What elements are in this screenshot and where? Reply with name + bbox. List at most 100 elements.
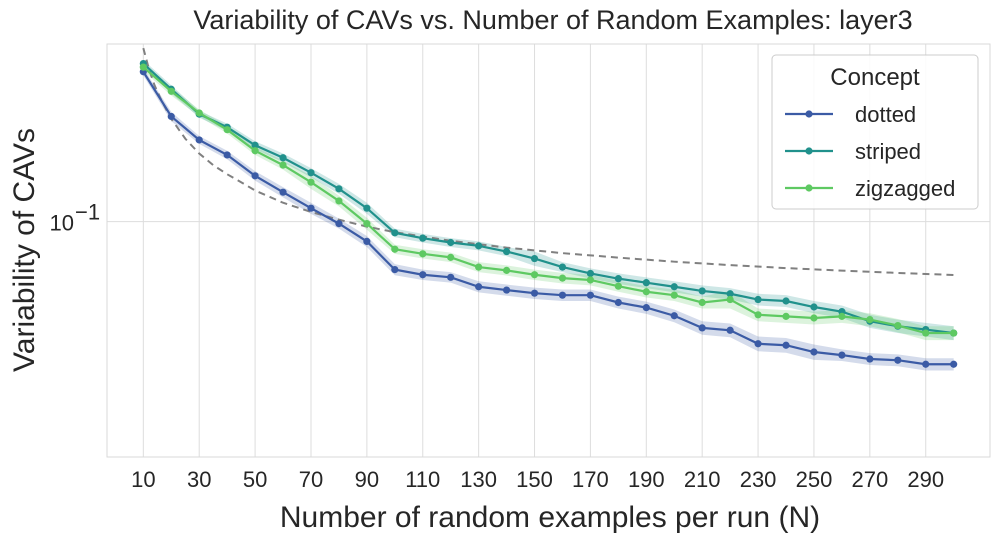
legend-label: dotted [855, 102, 916, 127]
point-zigzagged [139, 63, 147, 71]
point-striped [475, 242, 483, 250]
legend-swatch-marker [805, 147, 813, 155]
point-striped [698, 287, 706, 295]
point-zigzagged [642, 288, 650, 296]
point-striped [530, 254, 539, 263]
point-zigzagged [782, 312, 790, 320]
point-zigzagged [614, 282, 622, 290]
point-zigzagged [866, 316, 874, 324]
x-tick-label: 50 [243, 467, 267, 492]
point-zigzagged [475, 263, 483, 271]
x-tick-label: 10 [131, 467, 155, 492]
point-striped [586, 269, 595, 278]
x-tick-label: 290 [907, 467, 944, 492]
point-zigzagged [251, 147, 259, 155]
point-dotted [810, 348, 818, 356]
x-tick-label: 210 [684, 467, 721, 492]
point-striped [307, 169, 315, 177]
legend-swatch-marker [805, 110, 813, 118]
point-striped [279, 154, 287, 162]
point-dotted [530, 289, 539, 297]
x-tick-label: 150 [516, 467, 553, 492]
point-striped [782, 297, 790, 305]
point-dotted [670, 312, 678, 320]
series-line-striped [142, 62, 954, 335]
point-zigzagged [754, 311, 762, 319]
point-dotted [447, 273, 455, 281]
x-tick-label: 110 [405, 467, 440, 492]
point-striped [502, 247, 511, 256]
x-tick-label: 270 [851, 467, 888, 492]
point-dotted [223, 151, 231, 159]
point-striped [810, 303, 818, 311]
x-tick-labels: 10 30 50 70 90 110 130 150 170 190 210 230 250 270 290 [131, 467, 944, 492]
point-zigzagged [391, 245, 399, 253]
point-zigzagged [586, 276, 595, 284]
point-zigzagged [167, 87, 175, 95]
point-zigzagged [670, 291, 678, 299]
point-zigzagged [810, 314, 818, 322]
y-tick-base: 10 [50, 211, 74, 236]
point-dotted [475, 283, 483, 291]
point-dotted [586, 291, 595, 299]
point-zigzagged [223, 126, 231, 134]
point-zigzagged [307, 178, 315, 186]
point-striped [614, 275, 622, 283]
point-striped [447, 238, 455, 247]
point-zigzagged [335, 197, 343, 205]
point-dotted [726, 326, 734, 334]
point-zigzagged [726, 295, 734, 304]
legend-entries: dotted striped zigzagged [785, 102, 955, 201]
point-dotted [698, 324, 706, 332]
point-zigzagged [950, 329, 958, 337]
x-tick-label: 190 [628, 467, 665, 492]
point-dotted [502, 286, 511, 294]
legend-entry-zigzagged: zigzagged [785, 176, 955, 201]
point-dotted [922, 360, 930, 368]
point-striped [642, 279, 650, 287]
point-striped [335, 185, 343, 193]
point-dotted [782, 341, 790, 349]
point-dotted [838, 351, 846, 359]
y-tick-labels: 10 −1 [50, 200, 101, 236]
point-zigzagged [922, 329, 930, 337]
y-tick-label: 10 −1 [50, 200, 101, 236]
point-dotted [754, 340, 762, 348]
point-striped [670, 283, 678, 291]
point-striped [251, 141, 259, 149]
x-tick-label: 250 [796, 467, 833, 492]
series-line-dotted [142, 71, 954, 366]
point-zigzagged [502, 266, 511, 274]
chart-title: Variability of CAVs vs. Number of Random… [193, 5, 912, 35]
point-dotted [642, 304, 650, 312]
point-striped [391, 229, 399, 237]
point-dotted [391, 266, 399, 274]
plot-frame [106, 43, 991, 458]
point-striped [558, 263, 567, 271]
point-dotted [363, 237, 371, 246]
point-dotted [307, 204, 315, 212]
series-zigzagged [139, 63, 958, 337]
point-dotted [558, 291, 567, 299]
x-tick-label: 130 [460, 467, 497, 492]
point-dotted [866, 355, 874, 363]
point-dotted [251, 172, 259, 180]
point-zigzagged [363, 220, 371, 228]
point-zigzagged [838, 312, 846, 320]
point-zigzagged [558, 274, 567, 282]
x-tick-label: 170 [572, 467, 609, 492]
point-zigzagged [419, 250, 427, 258]
x-tick-label: 30 [187, 467, 211, 492]
point-dotted [894, 356, 902, 364]
point-zigzagged [279, 161, 287, 169]
point-zigzagged [530, 271, 539, 279]
series-dotted [139, 68, 958, 368]
legend-title: Concept [830, 64, 920, 91]
x-axis-label: Number of random examples per run (N) [280, 501, 820, 534]
point-zigzagged [894, 321, 902, 330]
point-dotted [195, 136, 203, 144]
series-layer [139, 59, 958, 368]
point-striped [419, 234, 427, 242]
point-dotted [419, 271, 427, 279]
legend: Concept dotted striped zigzagged [771, 54, 979, 210]
